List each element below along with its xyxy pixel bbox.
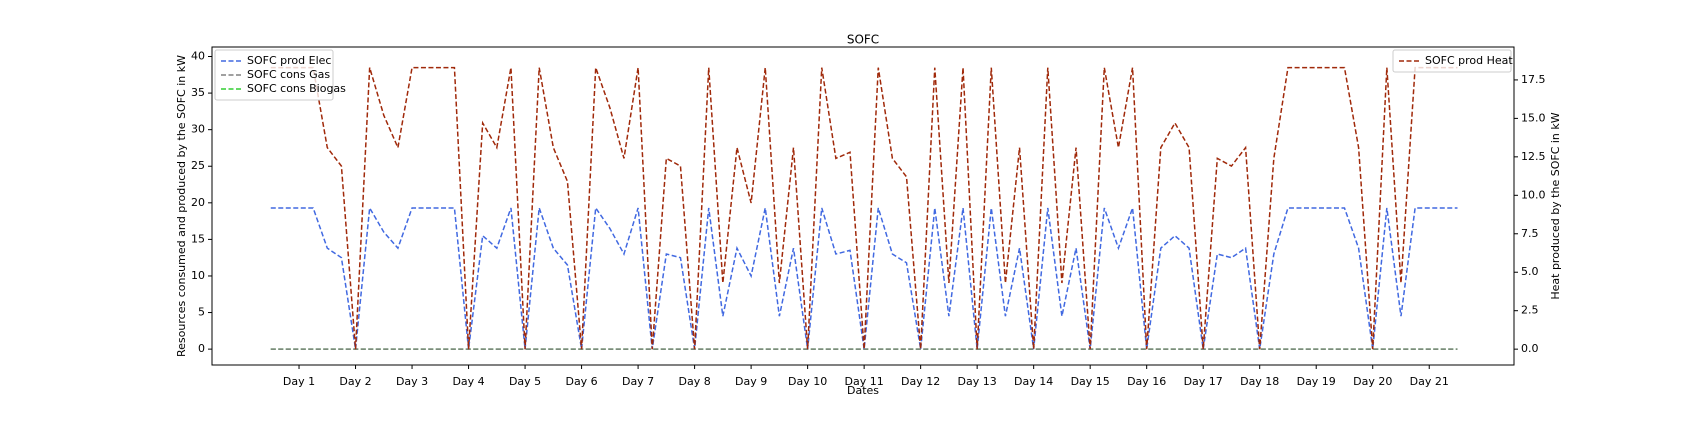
x-tick-label: Day 6 <box>565 375 597 388</box>
chart-title: SOFC <box>847 33 879 47</box>
x-tick-label: Day 20 <box>1353 375 1392 388</box>
x-tick-label: Day 10 <box>788 375 827 388</box>
y-tick-label: 25 <box>191 159 205 172</box>
y-tick-label: 30 <box>191 123 205 136</box>
y-tick-label: 5 <box>198 306 205 319</box>
y-tick-label: 10 <box>191 269 205 282</box>
x-tick-label: Day 19 <box>1297 375 1336 388</box>
x-tick-label: Day 21 <box>1410 375 1449 388</box>
y2-tick-label: 12.5 <box>1521 150 1546 163</box>
y-tick-label: 40 <box>191 50 205 63</box>
x-axis-label: Dates <box>847 384 879 397</box>
x-tick-label: Day 16 <box>1127 375 1166 388</box>
y-axis-label: Resources consumed and produced by the S… <box>175 55 188 357</box>
x-tick-label: Day 3 <box>396 375 428 388</box>
legend-label: SOFC prod Heat <box>1425 54 1513 67</box>
data-line <box>270 66 1458 350</box>
y2-tick-label: 15.0 <box>1521 111 1546 124</box>
x-tick-label: Day 18 <box>1240 375 1279 388</box>
x-tick-label: Day 12 <box>901 375 940 388</box>
legend-box <box>214 49 334 101</box>
x-tick-label: Day 8 <box>678 375 710 388</box>
x-tick-label: Day 7 <box>622 375 654 388</box>
y2-tick-label: 7.5 <box>1521 227 1539 240</box>
x-tick-label: Day 11 <box>845 375 884 388</box>
x-tick-label: Day 1 <box>283 375 315 388</box>
legend-label: SOFC cons Biogas <box>247 82 346 95</box>
data-line <box>270 205 1458 350</box>
y2-tick-label: 10.0 <box>1521 188 1546 201</box>
legend-label: SOFC cons Gas <box>247 68 330 81</box>
x-tick-label: Day 4 <box>452 375 484 388</box>
x-tick-label: Day 13 <box>958 375 997 388</box>
x-tick-label: Day 5 <box>509 375 541 388</box>
y2-axis-label: Heat produced by the SOFC in kW <box>1549 112 1562 299</box>
plot-frame <box>211 46 1515 366</box>
y-tick-label: 0 <box>198 342 205 355</box>
legend-box <box>1392 49 1512 73</box>
x-tick-label: Day 9 <box>735 375 767 388</box>
legend-label: SOFC prod Elec <box>247 54 331 67</box>
y2-tick-label: 17.5 <box>1521 73 1546 86</box>
y-tick-label: 35 <box>191 86 205 99</box>
x-tick-label: Day 2 <box>339 375 371 388</box>
y2-tick-label: 0.0 <box>1521 342 1539 355</box>
x-tick-label: Day 17 <box>1184 375 1223 388</box>
y-tick-label: 15 <box>191 232 205 245</box>
y-tick-label: 20 <box>191 196 205 209</box>
y2-tick-label: 2.5 <box>1521 304 1539 317</box>
x-tick-label: Day 15 <box>1071 375 1110 388</box>
y2-tick-label: 5.0 <box>1521 265 1539 278</box>
x-tick-label: Day 14 <box>1014 375 1053 388</box>
